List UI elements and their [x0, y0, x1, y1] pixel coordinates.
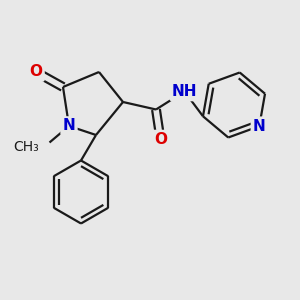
Text: CH₃: CH₃	[13, 140, 39, 154]
Text: O: O	[154, 132, 167, 147]
Text: N: N	[63, 118, 75, 134]
Text: NH: NH	[172, 84, 197, 99]
Text: O: O	[29, 64, 43, 80]
Text: N: N	[253, 119, 266, 134]
